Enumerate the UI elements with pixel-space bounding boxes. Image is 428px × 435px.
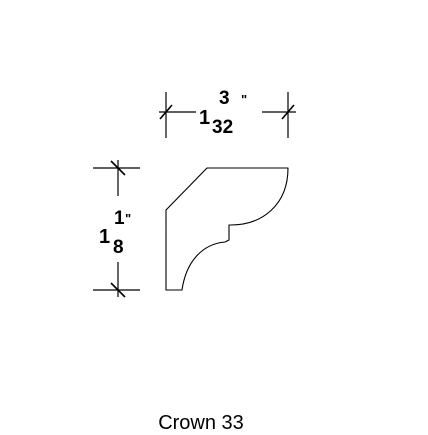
width-tick-left xyxy=(159,104,173,120)
width-whole: 1 xyxy=(199,107,210,129)
crown-profile-outline xyxy=(165,167,289,291)
caption-label: Crown 33 xyxy=(158,412,244,434)
height-tick-top xyxy=(110,160,126,176)
width-numerator: 3 xyxy=(219,88,230,109)
height-whole: 1 xyxy=(99,226,110,248)
height-unit: " xyxy=(125,211,131,226)
width-unit: " xyxy=(241,92,247,107)
height-tick-bottom xyxy=(110,282,126,298)
width-dimension: 1 3 32 " xyxy=(159,88,296,138)
height-dimension: 1 1 8 " xyxy=(93,160,140,298)
width-tick-right xyxy=(281,104,295,120)
height-denominator: 8 xyxy=(113,237,124,258)
height-numerator: 1 xyxy=(114,208,125,229)
width-denominator: 32 xyxy=(212,117,233,138)
